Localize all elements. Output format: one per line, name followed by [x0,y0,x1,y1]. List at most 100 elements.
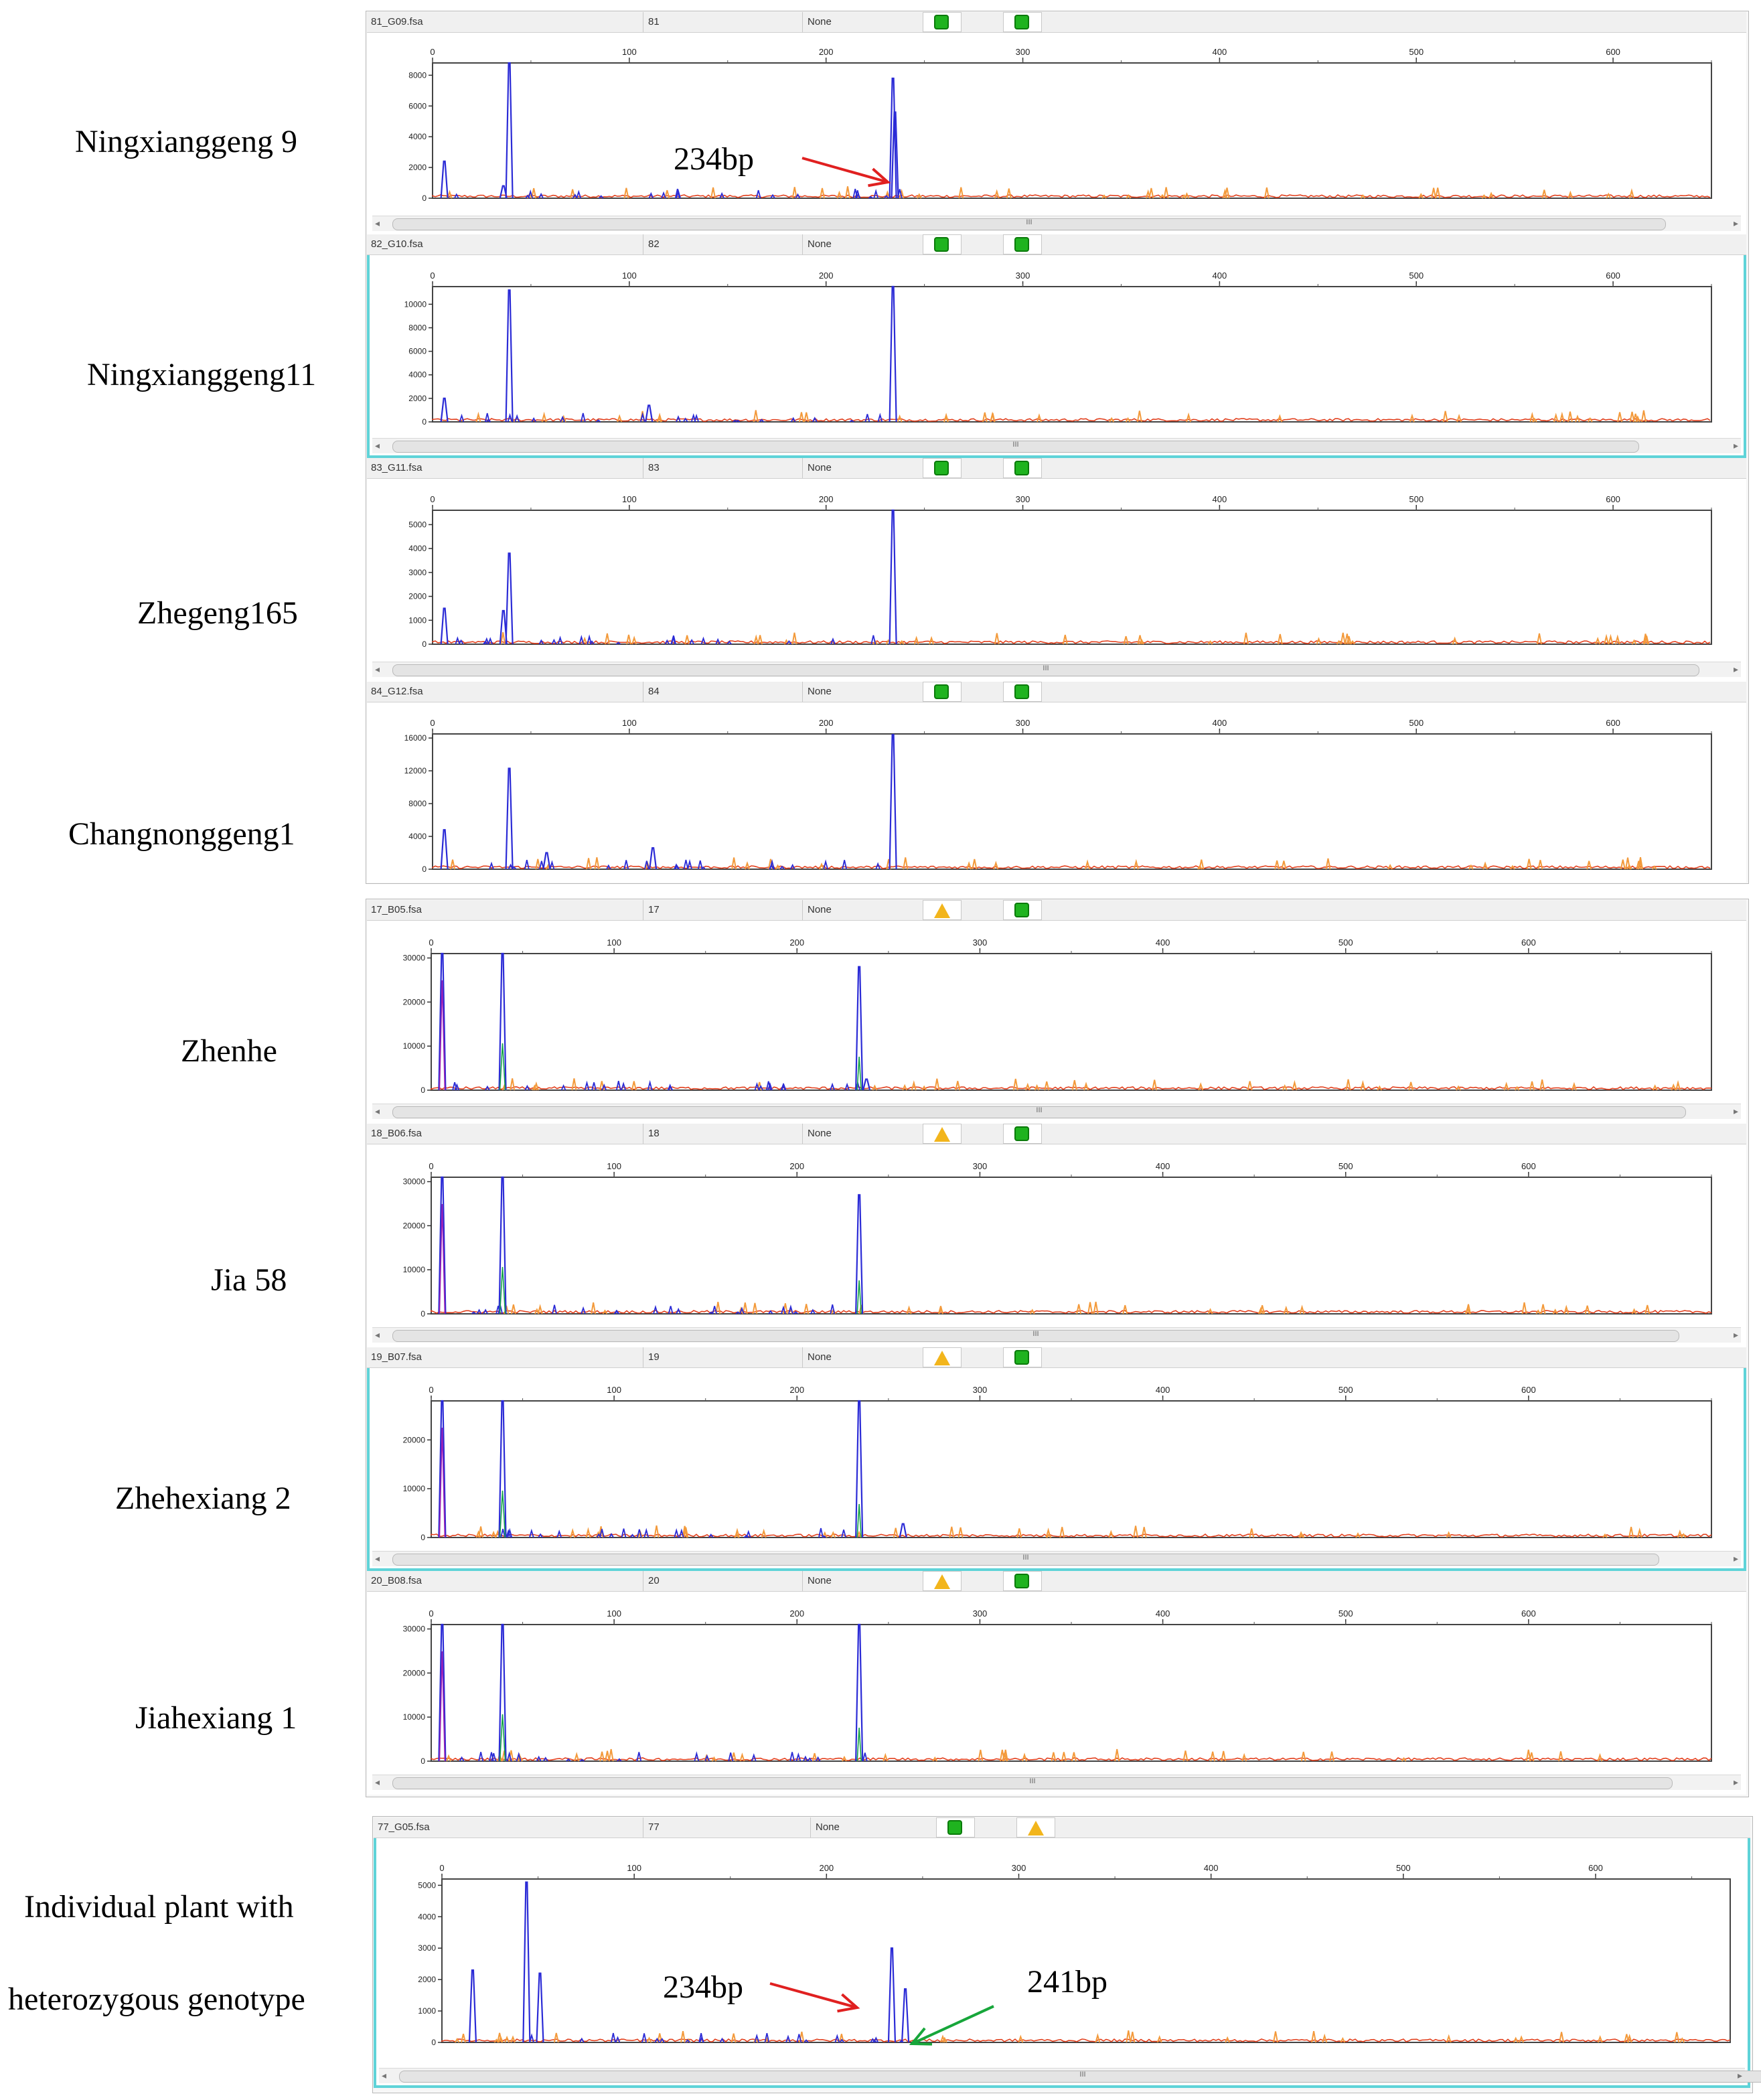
status-ok-icon[interactable] [934,461,949,475]
scroll-thumb[interactable]: III [392,1106,1686,1118]
orange-peak [1210,1751,1216,1762]
orange-peak [654,1525,660,1538]
orange-peak [1604,633,1610,645]
status-warning-icon[interactable] [934,1351,950,1365]
orange-peak [1329,1751,1335,1762]
status-ok-icon[interactable] [1014,1126,1029,1141]
scroll-thumb[interactable]: III [399,2071,1761,2083]
label-individual-plant: Individual plant with [24,1889,294,1925]
scroll-thumb[interactable]: III [392,1330,1679,1342]
x-tick-label: 0 [430,47,435,57]
orange-peak [1126,2030,1132,2043]
scroll-right-icon[interactable]: ▸ [1733,1329,1738,1340]
blue-minor-peak [506,1529,512,1538]
scroll-thumb[interactable]: III [392,218,1666,230]
horizontal-scrollbar[interactable]: ◂ III ▸ [372,662,1741,677]
horizontal-scrollbar[interactable]: ◂ III ▸ [372,1104,1741,1119]
status-cell[interactable] [936,1817,975,1837]
scroll-right-icon[interactable]: ▸ [1733,1777,1738,1787]
scroll-left-icon[interactable]: ◂ [382,2070,387,2081]
scroll-thumb[interactable]: III [392,664,1699,676]
status-cell[interactable] [1003,458,1042,478]
x-tick-label: 600 [1606,47,1620,57]
status-warning-icon[interactable] [934,1127,950,1142]
horizontal-scrollbar[interactable]: ◂ III ▸ [372,438,1741,453]
status-ok-icon[interactable] [934,15,949,29]
orange-peak [604,633,610,645]
scroll-left-icon[interactable]: ◂ [375,1553,380,1564]
blue-minor-peak [483,637,489,645]
status-cell[interactable] [923,900,962,920]
scroll-thumb[interactable]: III [392,441,1639,453]
blue-minor-peak [560,1084,566,1091]
orange-peak [510,2035,516,2043]
scroll-left-icon[interactable]: ◂ [375,440,380,451]
blue-minor-peak [668,1306,674,1315]
status-cell[interactable] [1003,900,1042,920]
orange-peak [1575,415,1580,423]
x-tick-label: 600 [1606,271,1620,281]
orange-peak [1418,192,1424,199]
scroll-left-icon[interactable]: ◂ [375,218,380,228]
status-ok-icon[interactable] [1014,15,1029,29]
scroll-right-icon[interactable]: ▸ [1733,218,1738,228]
status-cell[interactable] [923,1124,962,1144]
status-ok-icon[interactable] [1014,1574,1029,1588]
scroll-right-icon[interactable]: ▸ [1733,1553,1738,1564]
orange-peak [1408,1081,1414,1091]
scroll-thumb[interactable]: III [392,1554,1659,1566]
status-cell[interactable] [1003,234,1042,254]
status-cell[interactable] [1003,1571,1042,1591]
status-cell[interactable] [1016,1817,1055,1837]
status-cell[interactable] [923,1571,962,1591]
blue-minor-peak [453,193,459,199]
orange-peak [745,860,750,870]
status-cell[interactable] [923,12,962,32]
status-cell[interactable] [1003,1124,1042,1144]
status-ok-icon[interactable] [1014,903,1029,917]
dye-setting: None [808,462,832,473]
scroll-left-icon[interactable]: ◂ [375,1106,380,1116]
scroll-right-icon[interactable]: ▸ [1733,1106,1738,1116]
scroll-right-icon[interactable]: ▸ [1733,440,1738,451]
scroll-thumb[interactable]: III [392,1777,1673,1789]
status-ok-icon[interactable] [934,237,949,252]
lane-header: 18_B06.fsa 18 None [367,1124,1746,1144]
status-cell[interactable] [923,1347,962,1367]
status-ok-icon[interactable] [1014,461,1029,475]
scroll-right-icon[interactable]: ▸ [1737,2070,1742,2081]
x-tick-label: 500 [1409,494,1424,504]
horizontal-scrollbar[interactable]: ◂ III ▸ [372,1327,1741,1343]
blue-minor-peak [531,417,536,423]
scroll-left-icon[interactable]: ◂ [375,1329,380,1340]
orange-peak [1076,1304,1082,1315]
status-warning-icon[interactable] [934,903,950,918]
status-warning-icon[interactable] [934,1574,950,1589]
horizontal-scrollbar[interactable]: ◂ III ▸ [372,1775,1741,1790]
status-cell[interactable] [923,682,962,702]
status-ok-icon[interactable] [1014,1350,1029,1365]
scroll-left-icon[interactable]: ◂ [375,1777,380,1787]
status-ok-icon[interactable] [1014,684,1029,699]
orange-peak [475,411,481,423]
status-cell[interactable] [923,458,962,478]
scroll-left-icon[interactable]: ◂ [375,664,380,674]
horizontal-scrollbar[interactable]: ◂ III ▸ [372,216,1741,231]
orange-peak [599,1751,605,1762]
x-tick-label: 100 [607,1608,621,1619]
status-cell[interactable] [1003,1347,1042,1367]
header-divider [802,234,803,254]
blue-minor-peak [759,419,765,423]
horizontal-scrollbar[interactable]: ◂ III ▸ [379,2068,1761,2083]
orange-peak [570,189,576,199]
status-warning-icon[interactable] [1028,1821,1044,1835]
status-ok-icon[interactable] [934,684,949,699]
status-cell[interactable] [1003,682,1042,702]
scroll-right-icon[interactable]: ▸ [1733,664,1738,674]
status-cell[interactable] [923,234,962,254]
horizontal-scrollbar[interactable]: ◂ III ▸ [372,1551,1741,1566]
status-cell[interactable] [1003,12,1042,32]
status-ok-icon[interactable] [947,1820,962,1835]
status-ok-icon[interactable] [1014,237,1029,252]
blue-minor-peak [643,860,649,870]
